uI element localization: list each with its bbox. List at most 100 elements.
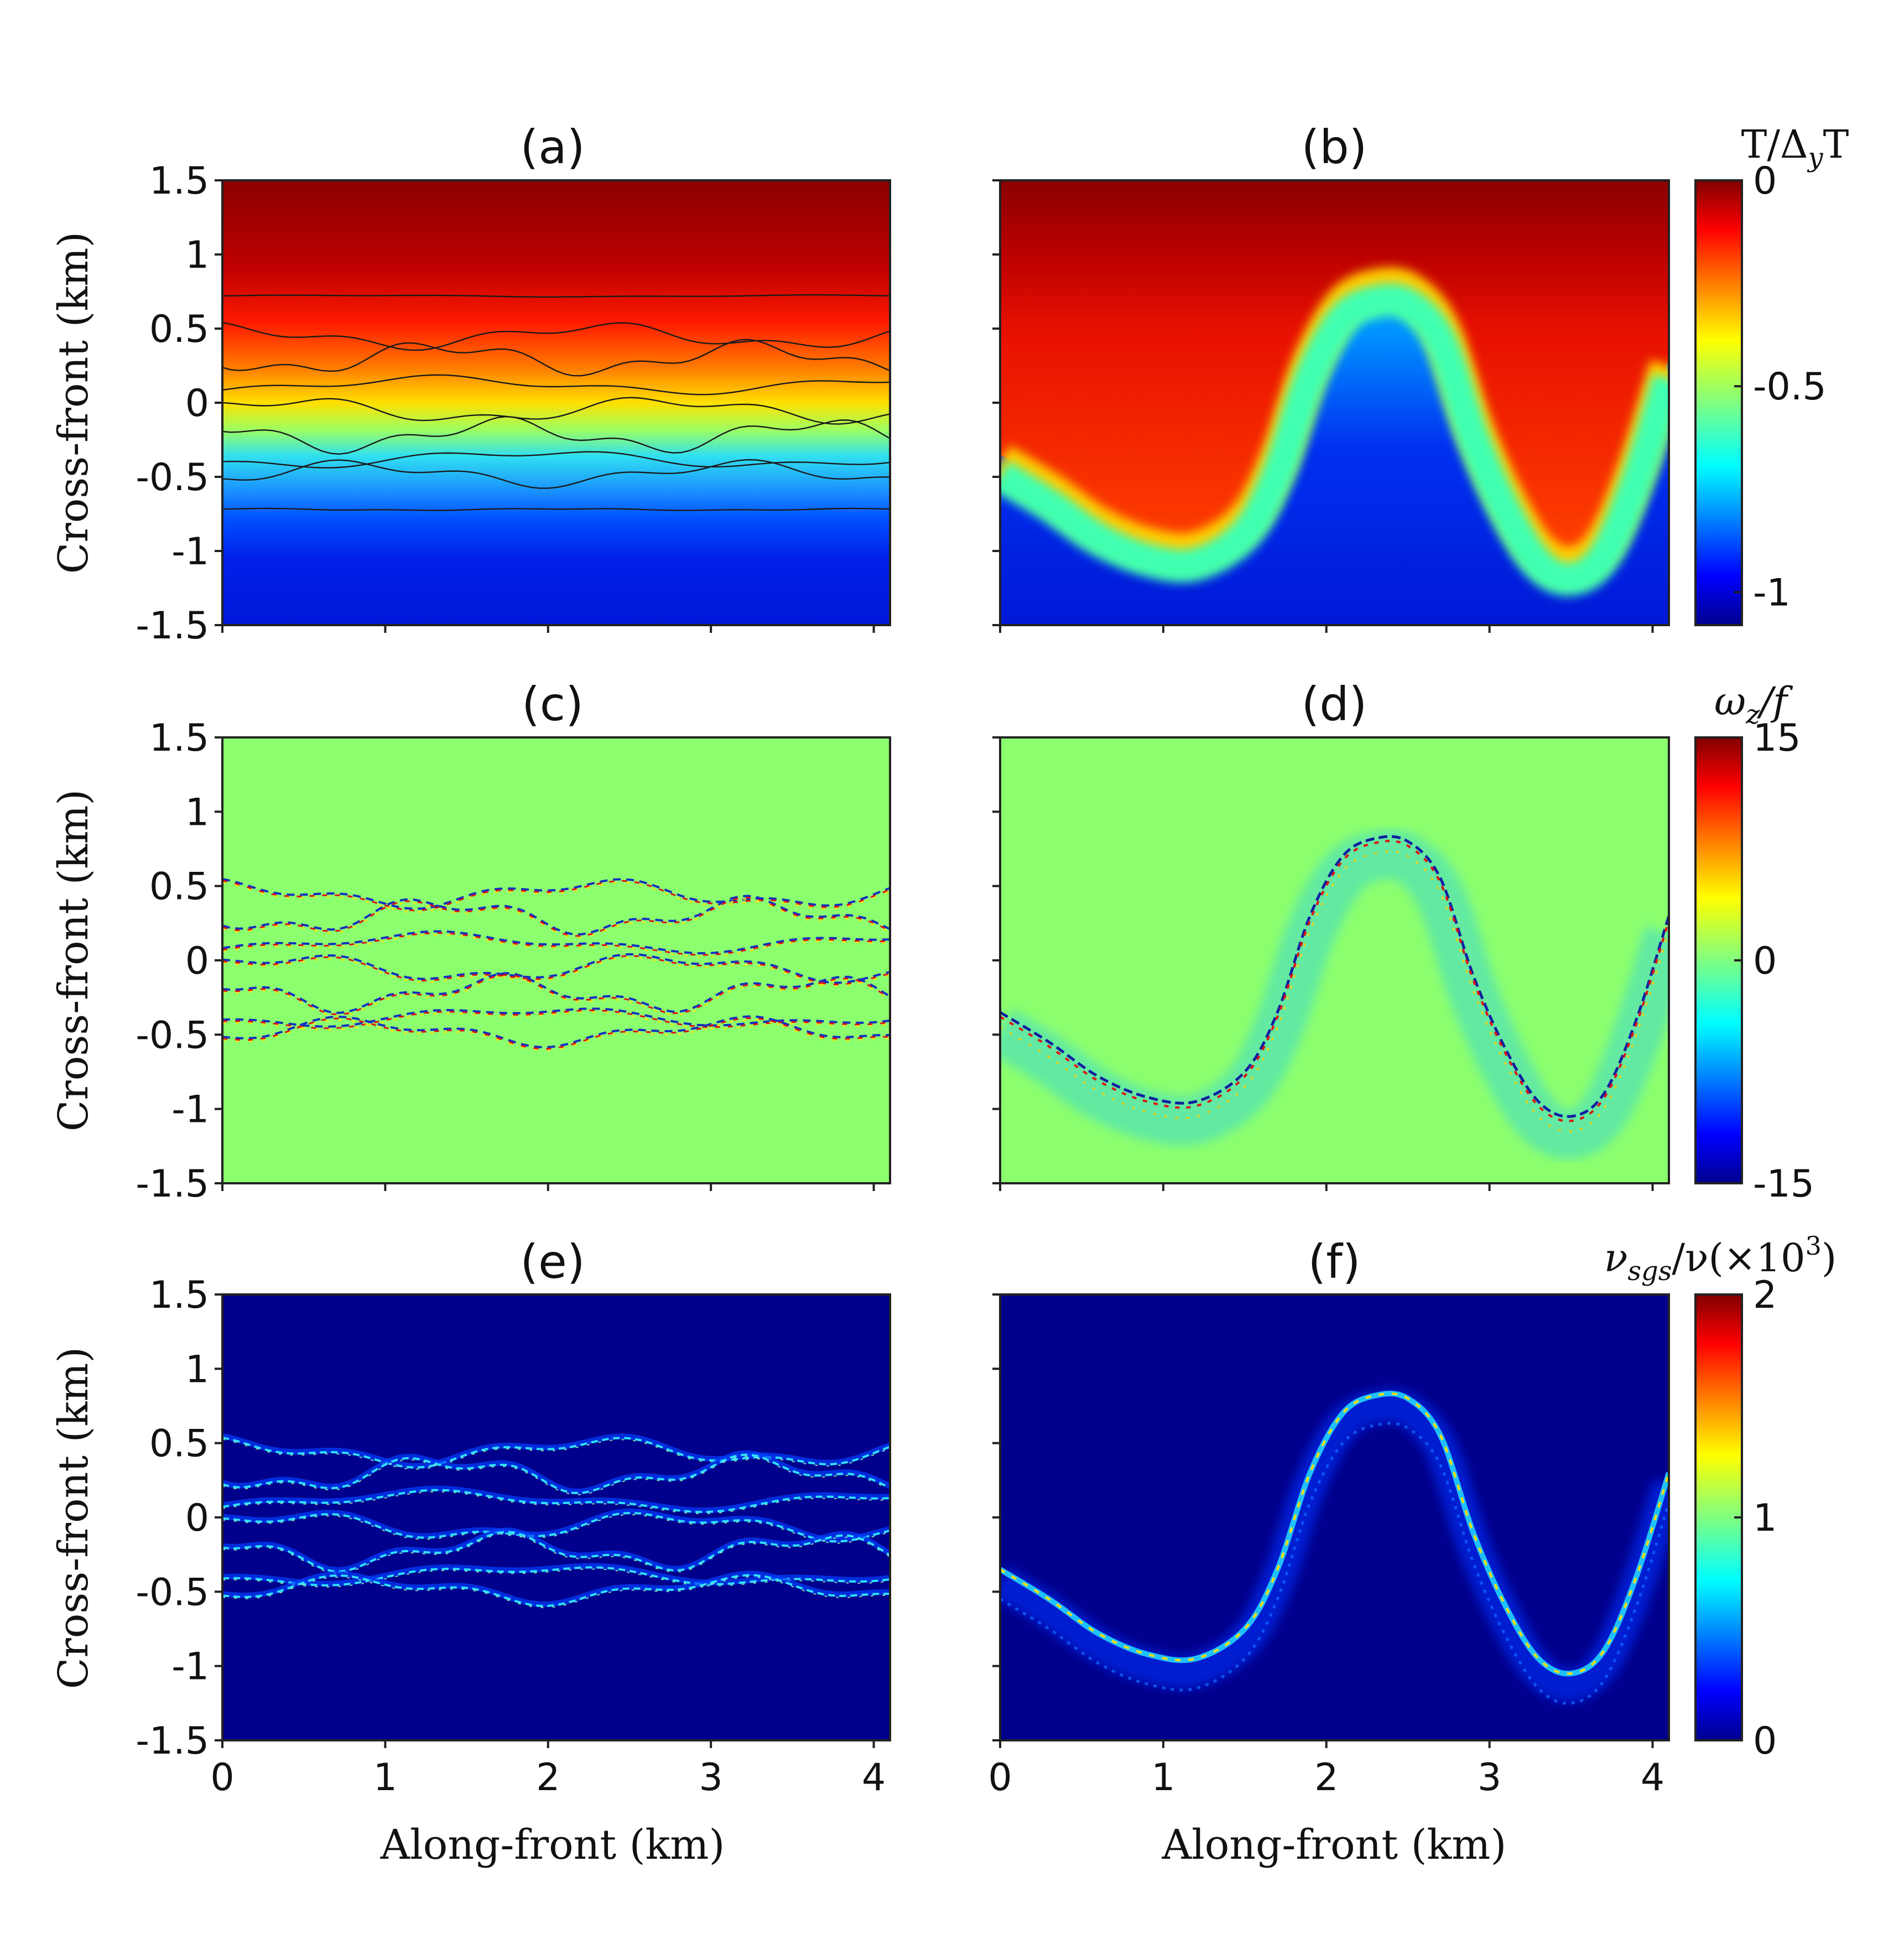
x-tick-label: 4: [862, 1756, 886, 1800]
panel-title-c: (c): [522, 677, 584, 731]
temperature-contour: [222, 339, 890, 377]
panel-a-temperature-layered: [221, 179, 891, 626]
colorbar-tick-label: -0.5: [1753, 365, 1827, 409]
field-streak: [222, 895, 890, 936]
field-streak: [222, 1450, 890, 1495]
colorbars: 0 -0.5 -1 15 0 -15 2 1 0: [1694, 159, 1827, 1763]
panel-f-viscosity-wave: [999, 1293, 1670, 1741]
colorbar-frame: [1694, 179, 1743, 626]
field-background: [222, 1294, 890, 1740]
ylabel-row1: Cross-front (km): [50, 232, 97, 574]
field-streak: [222, 1574, 890, 1608]
panel-title-b: (b): [1302, 120, 1367, 174]
panel-e-viscosity-layered: [221, 1293, 891, 1741]
temperature-contour: [222, 415, 890, 455]
temperature-contour: [222, 459, 890, 489]
field-streak: [1000, 850, 1669, 1132]
field-streak: [222, 1566, 890, 1587]
y-tick-label: 1.5: [149, 716, 209, 760]
colorbar: [1695, 180, 1742, 625]
panel-c-vorticity-layered: [221, 736, 891, 1184]
colorbar-tick-label: 2: [1753, 1273, 1777, 1317]
field-background: [222, 737, 890, 1183]
colorbar-label-temperature: T/ΔyT: [1741, 122, 1849, 173]
axes: 1.5 1 0.5 0 -0.5 -1 -1.5 1.5 1 0.5 0 -0.5 -1 -1.5 1.5 1…: [136, 159, 1664, 1800]
y-tick-label: 1: [185, 233, 209, 277]
y-tick-label: 1.5: [149, 1273, 209, 1317]
ylabel-row3: Cross-front (km): [50, 1347, 97, 1689]
ylabel-row2: Cross-front (km): [50, 789, 97, 1132]
y-tick-label: 0: [185, 382, 209, 425]
panel-title-d: (d): [1302, 677, 1367, 731]
temperature-contour: [222, 294, 890, 298]
field-streak: [222, 932, 890, 956]
field-streak: [1000, 829, 1669, 1159]
x-tick-label: 0: [210, 1756, 234, 1800]
y-tick-label: -0.5: [136, 1013, 209, 1057]
field-streak: [222, 1489, 890, 1514]
field-streak: [222, 972, 890, 1015]
field-streak: [222, 877, 890, 910]
colorbar-tick-label: -1: [1753, 571, 1791, 615]
x-tick-label: 0: [988, 1756, 1012, 1800]
colorbar-tick-label: -15: [1753, 1162, 1814, 1206]
field-streak: [1000, 1392, 1669, 1675]
xlabel-left: Along-front (km): [380, 1821, 725, 1869]
temperature-field: [222, 180, 890, 625]
y-tick-label: -1.5: [136, 1162, 209, 1206]
y-tick-label: -1: [171, 1088, 209, 1132]
field-streak: [222, 1433, 890, 1469]
y-tick-label: -1.5: [136, 604, 209, 648]
y-tick-label: 1: [185, 1348, 209, 1391]
field-streak: [1000, 840, 1669, 1122]
field-streak: [222, 1511, 890, 1543]
x-tick-label: 2: [1314, 1756, 1338, 1800]
panel-title-f: (f): [1308, 1235, 1360, 1289]
x-tick-label: 1: [373, 1756, 397, 1800]
colorbar-label-viscosity: νsgs/ν(×103): [1604, 1231, 1837, 1287]
y-tick-label: 0: [185, 1496, 209, 1540]
xlabel-right: Along-front (km): [1162, 1821, 1507, 1869]
y-tick-label: 0.5: [149, 1422, 209, 1466]
temperature-contour: [222, 507, 890, 511]
panel-d-vorticity-wave: [999, 736, 1670, 1184]
y-tick-label: 1: [185, 791, 209, 834]
x-tick-label: 2: [536, 1756, 560, 1800]
temperature-mixing-band: [1000, 283, 1669, 596]
field-streak: [222, 934, 890, 958]
y-tick-label: 0.5: [149, 308, 209, 351]
colorbar-tick-label: 1: [1753, 1496, 1777, 1540]
field-streak: [1000, 835, 1669, 1118]
x-tick-label: 4: [1641, 1756, 1664, 1800]
colorbar-tick-label: 0: [1753, 939, 1777, 983]
field-streak: [222, 1007, 890, 1028]
field-streak: [222, 1453, 890, 1495]
field-streak: [222, 974, 890, 1016]
field-streak: [222, 1436, 890, 1469]
temperature-contour: [222, 397, 890, 425]
temperature-contour: [222, 321, 890, 351]
colorbar-tick-label: 0: [1753, 159, 1777, 203]
y-tick-label: -0.5: [136, 456, 209, 500]
temperature-contour: [222, 374, 890, 396]
x-tick-label: 3: [1478, 1756, 1501, 1800]
x-tick-label: 1: [1151, 1756, 1175, 1800]
field-streak: [222, 1455, 890, 1496]
field-streak: [222, 1009, 890, 1029]
field-streak: [222, 1011, 890, 1031]
panel-title-a: (a): [520, 120, 585, 174]
colorbar-tick-label: 0: [1753, 1719, 1777, 1763]
field-streak: [222, 1527, 890, 1573]
field-streak: [222, 1571, 890, 1608]
field-streak: [222, 1508, 890, 1543]
x-tick-label: 3: [699, 1756, 723, 1800]
field-streak: [1000, 1389, 1669, 1702]
y-tick-label: -0.5: [136, 1571, 209, 1614]
field-streak: [222, 930, 890, 955]
panel-b-temperature-wave: [999, 179, 1670, 626]
y-tick-label: -1: [171, 1645, 209, 1689]
field-streak: [222, 1514, 890, 1544]
y-tick-label: -1: [171, 530, 209, 574]
panel-title-e: (e): [520, 1235, 585, 1289]
field-streak: [222, 1491, 890, 1515]
